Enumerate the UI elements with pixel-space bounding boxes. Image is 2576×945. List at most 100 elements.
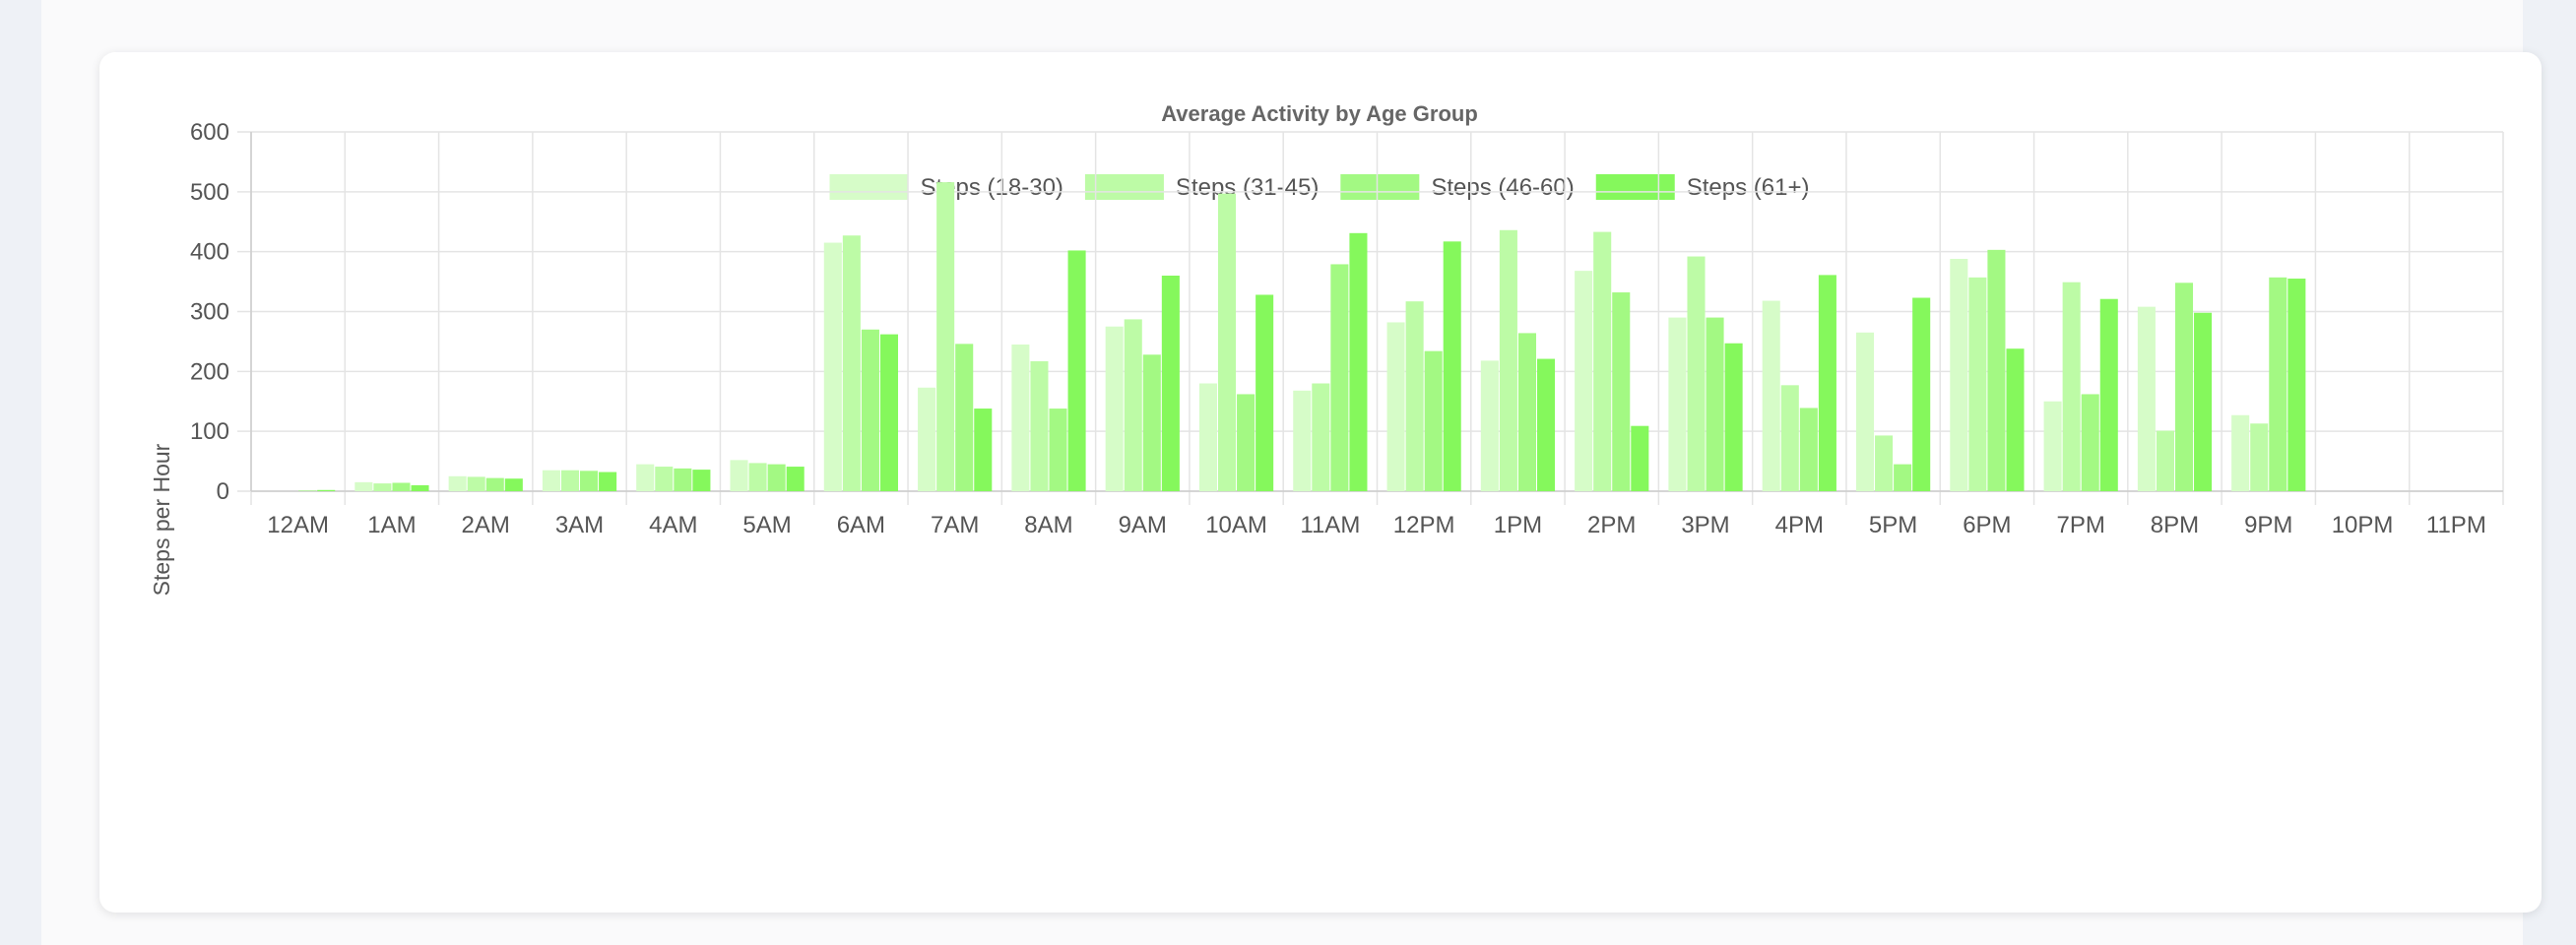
bar[interactable]: [1142, 354, 1161, 491]
bar[interactable]: [580, 471, 599, 491]
bar[interactable]: [842, 235, 861, 491]
bar[interactable]: [1987, 249, 2006, 491]
bar[interactable]: [485, 477, 504, 491]
bar[interactable]: [2081, 394, 2099, 491]
bar[interactable]: [767, 464, 786, 491]
bar[interactable]: [748, 463, 767, 491]
bar[interactable]: [599, 472, 617, 491]
bar[interactable]: [879, 334, 899, 491]
bar[interactable]: [1612, 292, 1631, 491]
bar[interactable]: [1706, 317, 1724, 491]
bar[interactable]: [1724, 343, 1743, 491]
bar[interactable]: [448, 475, 467, 491]
bar[interactable]: [2269, 277, 2287, 491]
bar[interactable]: [730, 460, 748, 491]
bar[interactable]: [2174, 283, 2194, 491]
bar[interactable]: [2287, 279, 2306, 491]
bar[interactable]: [1386, 322, 1405, 491]
bar[interactable]: [1536, 358, 1556, 491]
bar[interactable]: [392, 482, 411, 491]
bar[interactable]: [1593, 231, 1612, 491]
bar[interactable]: [636, 464, 655, 491]
bar[interactable]: [2156, 430, 2174, 491]
legend-swatch[interactable]: [1340, 174, 1420, 200]
bar[interactable]: [1030, 360, 1049, 491]
bar[interactable]: [2137, 306, 2156, 491]
bar[interactable]: [918, 387, 936, 491]
bar[interactable]: [861, 329, 879, 491]
bar[interactable]: [1161, 276, 1180, 491]
bar[interactable]: [1218, 193, 1237, 492]
bar[interactable]: [674, 468, 692, 491]
bar[interactable]: [1517, 333, 1536, 491]
bar[interactable]: [1631, 425, 1649, 491]
bar[interactable]: [936, 182, 955, 491]
bar[interactable]: [974, 409, 993, 491]
x-tick-label: 7AM: [931, 512, 979, 538]
bar[interactable]: [2250, 423, 2269, 491]
bar[interactable]: [1011, 344, 1030, 491]
legend-label[interactable]: Steps (31-45): [1176, 174, 1319, 201]
bar[interactable]: [1912, 297, 1931, 491]
bar[interactable]: [692, 470, 711, 491]
bar[interactable]: [2006, 348, 2025, 491]
bar[interactable]: [373, 483, 392, 491]
bar[interactable]: [1875, 435, 1894, 491]
bar[interactable]: [786, 467, 805, 491]
bar[interactable]: [1499, 229, 1517, 491]
bar[interactable]: [2194, 312, 2213, 491]
bar[interactable]: [1443, 241, 1461, 491]
bar[interactable]: [504, 478, 523, 491]
bar[interactable]: [823, 242, 842, 491]
bar[interactable]: [1762, 300, 1780, 491]
bar[interactable]: [1293, 390, 1312, 491]
legend-label[interactable]: Steps (61+): [1687, 174, 1810, 201]
bar[interactable]: [1237, 394, 1256, 491]
bar[interactable]: [2231, 414, 2250, 491]
bar[interactable]: [317, 489, 336, 491]
bar[interactable]: [1780, 385, 1799, 491]
bar[interactable]: [542, 470, 560, 491]
bar[interactable]: [2062, 282, 2081, 491]
bar[interactable]: [1668, 317, 1687, 491]
bar[interactable]: [1799, 408, 1818, 491]
bar[interactable]: [1818, 275, 1836, 491]
bar[interactable]: [1124, 319, 1142, 491]
bar[interactable]: [1405, 301, 1424, 491]
bar[interactable]: [1105, 326, 1124, 491]
bar[interactable]: [298, 490, 317, 491]
legend-swatch[interactable]: [1084, 174, 1164, 200]
bar[interactable]: [1424, 350, 1443, 491]
bar[interactable]: [1894, 464, 1912, 491]
legend-label[interactable]: Steps (46-60): [1431, 174, 1574, 201]
bar[interactable]: [1198, 383, 1218, 492]
x-tick-label: 4AM: [649, 512, 697, 538]
bar[interactable]: [411, 484, 429, 491]
bar[interactable]: [560, 470, 580, 491]
bar[interactable]: [467, 476, 485, 491]
bar[interactable]: [1480, 360, 1499, 491]
bar[interactable]: [354, 481, 373, 491]
x-axis-ticks: 12AM 1AM 2AM 3AM 4AM 5AM 6AM 7AM 8AM 9AM 10AM 11AM 1…: [267, 512, 2486, 538]
bar[interactable]: [2099, 298, 2118, 491]
bar[interactable]: [1855, 332, 1875, 491]
bar[interactable]: [1256, 294, 1274, 491]
bar[interactable]: [1687, 256, 1706, 491]
legend-swatch[interactable]: [1595, 174, 1675, 200]
y-tick-label: 0: [217, 478, 229, 505]
bar[interactable]: [1575, 271, 1593, 491]
bar[interactable]: [955, 344, 974, 491]
bar[interactable]: [1968, 277, 1987, 491]
bar[interactable]: [1950, 258, 1968, 491]
bar[interactable]: [1349, 232, 1368, 491]
bar[interactable]: [655, 467, 674, 491]
bar[interactable]: [1049, 409, 1067, 491]
bar[interactable]: [1330, 264, 1349, 491]
bar[interactable]: [1067, 250, 1086, 491]
x-tick-label: 8PM: [2151, 512, 2199, 538]
grid: [237, 131, 2504, 505]
legend-swatch[interactable]: [829, 174, 909, 200]
bar[interactable]: [1312, 383, 1330, 492]
bar[interactable]: [2043, 401, 2062, 491]
x-tick-label: 11PM: [2426, 512, 2486, 538]
